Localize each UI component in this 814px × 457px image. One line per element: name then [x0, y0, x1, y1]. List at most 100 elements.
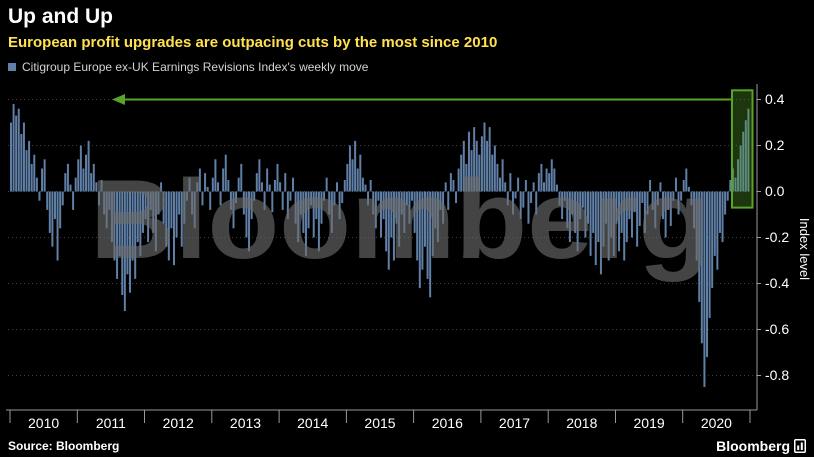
bar — [385, 191, 388, 252]
bar — [336, 182, 338, 192]
bar — [90, 173, 93, 192]
bar — [747, 108, 750, 192]
bar — [460, 154, 463, 192]
bar — [439, 191, 442, 210]
y-axis-title: Index level — [797, 218, 812, 280]
bar — [183, 191, 186, 224]
bar — [558, 191, 561, 206]
bar — [356, 168, 359, 192]
bar — [623, 191, 626, 261]
bar — [486, 140, 489, 192]
bar — [152, 191, 155, 233]
bar — [333, 191, 336, 206]
bar — [545, 168, 548, 192]
bar — [12, 104, 15, 192]
bar — [579, 191, 582, 220]
bar — [149, 191, 152, 210]
legend-label: Citigroup Europe ex-UK Earnings Revision… — [22, 60, 369, 74]
x-tick-label: 2011 — [96, 415, 126, 431]
bar — [734, 177, 737, 192]
legend: Citigroup Europe ex-UK Earnings Revision… — [8, 60, 806, 74]
bar — [716, 191, 719, 270]
chart-footer: Source: Bloomberg Bloomberg — [0, 435, 814, 457]
bar — [110, 191, 113, 243]
bar — [116, 191, 119, 279]
bar — [517, 177, 520, 192]
bar — [662, 191, 665, 220]
bar — [209, 191, 212, 210]
y-tick-label: -0.6 — [765, 321, 789, 337]
bar — [30, 163, 33, 192]
bar — [576, 191, 579, 252]
x-tick-label: 2013 — [230, 415, 261, 431]
x-tick-label: 2014 — [297, 415, 328, 431]
bar — [237, 177, 240, 192]
bar — [317, 191, 320, 252]
bar — [338, 191, 341, 220]
bar — [87, 140, 90, 192]
bar — [79, 145, 82, 192]
bar — [359, 154, 362, 192]
bar — [574, 191, 577, 233]
bar — [310, 191, 313, 206]
bar — [141, 191, 144, 233]
bar — [633, 191, 636, 213]
bar — [530, 191, 533, 203]
bar — [351, 159, 354, 192]
bar — [499, 177, 502, 192]
bar — [315, 191, 318, 220]
bar — [452, 180, 455, 192]
bar — [341, 191, 344, 203]
bar — [126, 191, 129, 275]
bar — [672, 191, 675, 201]
bar — [444, 182, 447, 192]
bar — [685, 168, 688, 192]
bar — [641, 191, 644, 203]
bar — [455, 191, 458, 203]
bar — [561, 191, 564, 220]
bar — [173, 191, 175, 266]
bar — [488, 127, 491, 192]
bar — [245, 191, 248, 238]
bloomberg-wordmark: Bloomberg — [716, 438, 790, 454]
bar — [48, 191, 51, 233]
watermark: Bloomberg — [90, 157, 710, 282]
x-tick-label: 2010 — [28, 415, 59, 431]
bar — [229, 191, 232, 210]
bar — [108, 191, 111, 210]
y-tick-label: 0.2 — [765, 137, 785, 153]
bar — [35, 177, 38, 192]
bar — [131, 191, 134, 261]
bar — [380, 191, 382, 238]
bar — [46, 191, 49, 210]
bar — [162, 191, 165, 224]
bar — [188, 177, 191, 192]
bar — [105, 191, 108, 229]
bar — [20, 134, 23, 192]
bar — [700, 191, 703, 344]
bar — [354, 140, 357, 192]
bar — [369, 180, 372, 192]
bar — [240, 163, 243, 192]
bar — [739, 145, 742, 192]
bar — [506, 191, 509, 206]
bar — [304, 191, 307, 256]
bar — [260, 182, 263, 192]
bar — [271, 191, 274, 213]
y-tick-label: -0.8 — [765, 367, 789, 383]
bar — [53, 191, 56, 220]
bar — [615, 191, 618, 224]
bar — [232, 191, 235, 229]
bar — [343, 180, 346, 192]
bar — [524, 180, 527, 192]
bar — [690, 191, 693, 206]
bar — [377, 191, 380, 201]
bar — [537, 173, 540, 192]
bar — [286, 191, 289, 220]
bar — [431, 191, 434, 256]
highlight-box — [731, 89, 754, 209]
bar — [527, 191, 530, 224]
bar — [680, 191, 683, 201]
bar — [483, 122, 486, 192]
